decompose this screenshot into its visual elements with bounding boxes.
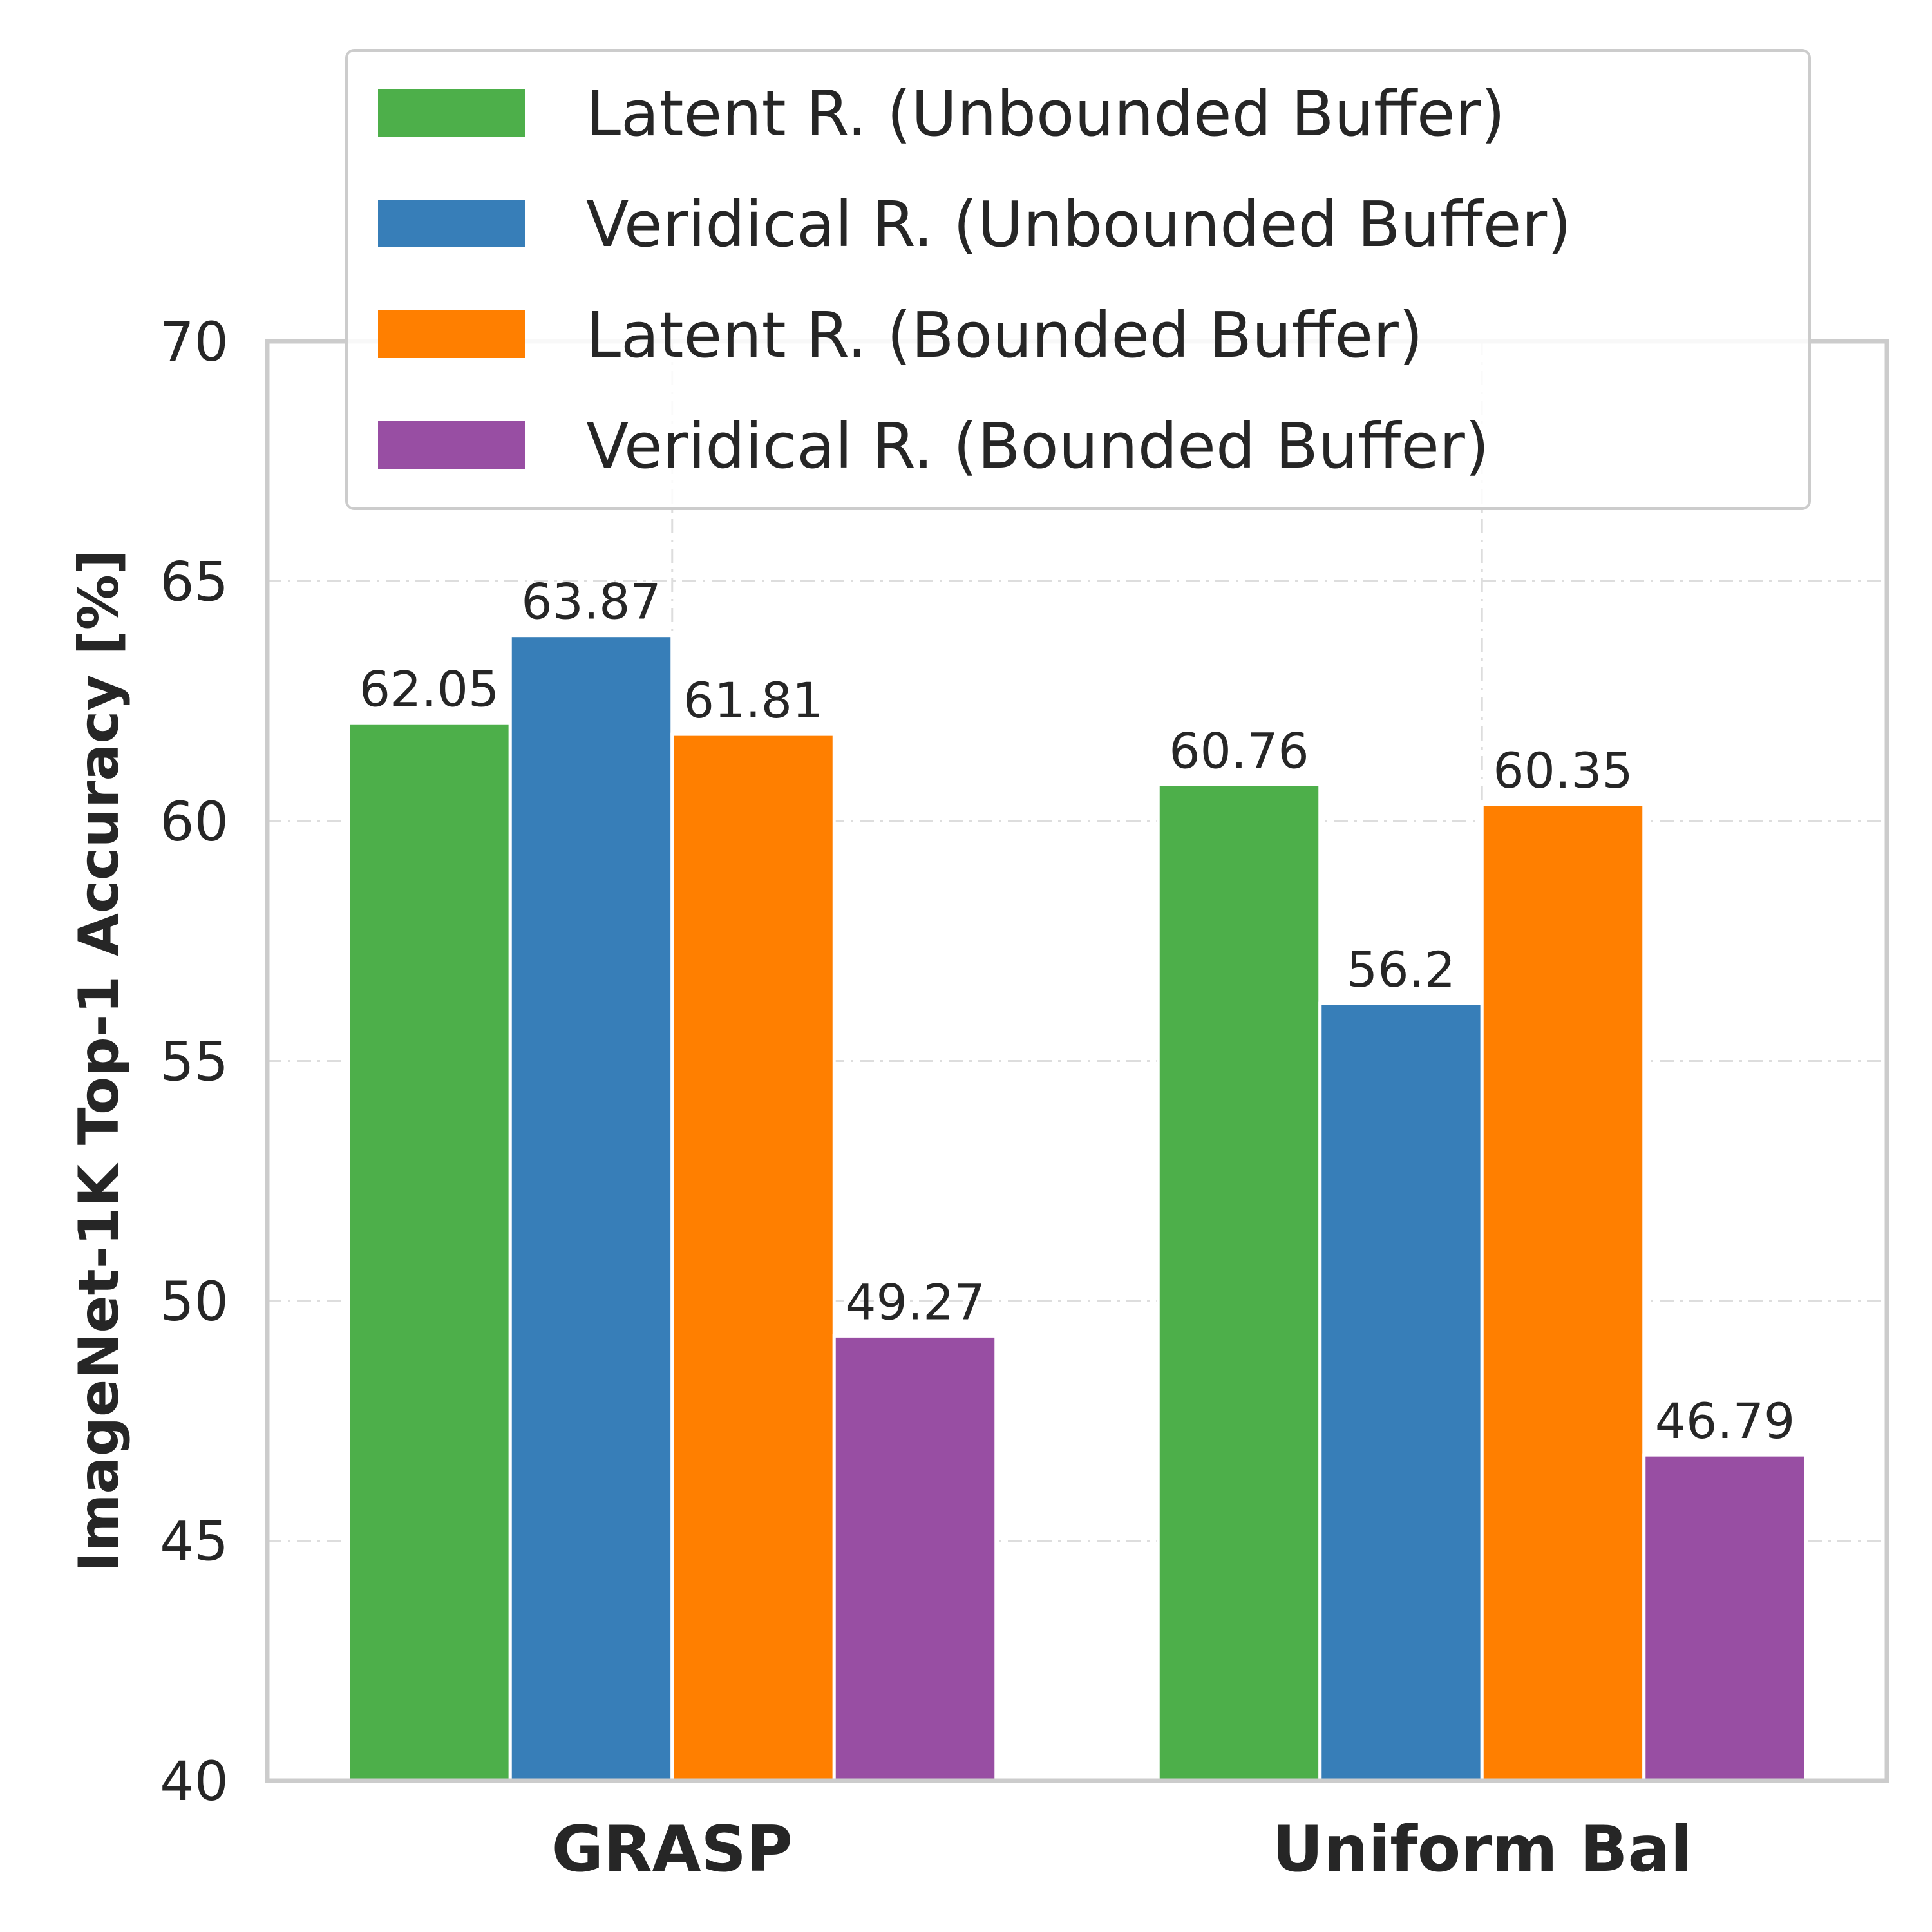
y-tick-label: 50 — [160, 1270, 229, 1333]
y-tick-label: 65 — [160, 551, 229, 614]
legend-entry-label: Latent R. (Bounded Buffer) — [586, 299, 1423, 372]
y-tick-label: 40 — [160, 1750, 229, 1813]
bar-value-label: 56.2 — [1347, 941, 1455, 998]
bar — [1642, 1453, 1808, 1783]
bar-value-label: 61.81 — [683, 672, 824, 729]
bar-value-label: 46.79 — [1655, 1392, 1795, 1450]
bar — [1318, 1001, 1484, 1783]
bar — [832, 1334, 998, 1783]
legend-swatch — [378, 421, 525, 469]
bar — [1480, 802, 1646, 1783]
y-tick-label: 60 — [160, 790, 229, 853]
bar-value-label: 49.27 — [845, 1273, 985, 1331]
legend-box — [345, 49, 1811, 510]
bar-value-label: 63.87 — [521, 573, 661, 630]
bar — [346, 721, 512, 1783]
bar-value-label: 60.76 — [1169, 722, 1309, 779]
x-axis-ticks: GRASP Uniform Bal — [552, 1813, 1692, 1886]
legend-entry-label: Latent R. (Unbounded Buffer) — [586, 77, 1505, 150]
y-axis-title: ImageNet-1K Top-1 Accuracy [%] — [67, 549, 131, 1572]
y-tick-label: 70 — [160, 310, 229, 374]
bar — [508, 634, 674, 1783]
y-tick-label: 55 — [160, 1030, 229, 1094]
x-category-label: Uniform Bal — [1272, 1813, 1692, 1886]
legend-swatch — [378, 200, 525, 247]
bar-value-label: 60.35 — [1493, 742, 1633, 799]
legend-swatch — [378, 89, 525, 137]
bar — [670, 732, 836, 1783]
legend-entry-label: Veridical R. (Unbounded Buffer) — [586, 188, 1571, 261]
legend-entry-label: Veridical R. (Bounded Buffer) — [586, 410, 1490, 482]
y-axis-ticks: 40 45 50 55 60 65 70 — [160, 310, 229, 1813]
y-tick-label: 45 — [160, 1510, 229, 1573]
legend-swatch — [378, 310, 525, 358]
x-category-label: GRASP — [552, 1813, 793, 1886]
bar-value-label: 62.05 — [359, 660, 500, 717]
bars — [346, 634, 1808, 1783]
data-labels: 62.05 60.76 63.87 56.2 61.81 60.35 49.27 46.79 — [359, 573, 1795, 1450]
legend: Latent R. (Unbounded Buffer) Veridical R.… — [345, 49, 1811, 510]
bar — [1156, 782, 1322, 1783]
